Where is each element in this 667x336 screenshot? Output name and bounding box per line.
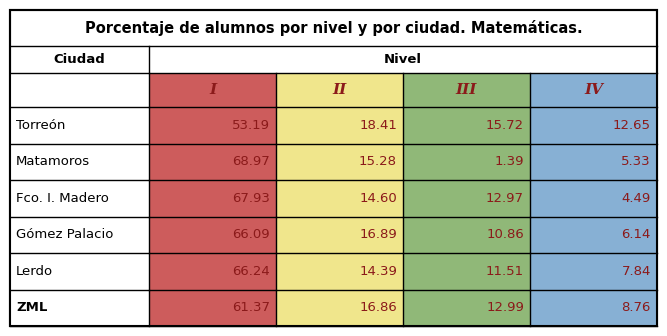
Text: 4.49: 4.49 bbox=[622, 192, 651, 205]
Bar bbox=[530, 143, 657, 180]
Bar bbox=[149, 143, 276, 180]
Bar bbox=[403, 180, 530, 216]
Text: IV: IV bbox=[584, 83, 603, 97]
Bar bbox=[530, 216, 657, 253]
Text: 16.89: 16.89 bbox=[360, 228, 397, 241]
Text: 68.97: 68.97 bbox=[232, 155, 270, 168]
Text: 1.39: 1.39 bbox=[494, 155, 524, 168]
Text: 66.24: 66.24 bbox=[232, 265, 270, 278]
Bar bbox=[276, 253, 403, 290]
Bar bbox=[530, 180, 657, 216]
Text: 6.14: 6.14 bbox=[622, 228, 651, 241]
Text: 12.65: 12.65 bbox=[613, 119, 651, 132]
Bar bbox=[530, 73, 657, 107]
Bar bbox=[149, 253, 276, 290]
Text: 18.41: 18.41 bbox=[359, 119, 397, 132]
Bar bbox=[276, 180, 403, 216]
Bar bbox=[276, 143, 403, 180]
Text: Gómez Palacio: Gómez Palacio bbox=[16, 228, 113, 241]
Text: II: II bbox=[332, 83, 347, 97]
Text: Nivel: Nivel bbox=[384, 53, 422, 66]
Bar bbox=[276, 216, 403, 253]
Bar bbox=[403, 73, 530, 107]
Text: 14.60: 14.60 bbox=[360, 192, 397, 205]
Text: 15.28: 15.28 bbox=[359, 155, 397, 168]
Text: 14.39: 14.39 bbox=[359, 265, 397, 278]
Bar bbox=[530, 253, 657, 290]
Text: 11.51: 11.51 bbox=[486, 265, 524, 278]
Text: 15.72: 15.72 bbox=[486, 119, 524, 132]
Text: 67.93: 67.93 bbox=[232, 192, 270, 205]
Text: 66.09: 66.09 bbox=[232, 228, 270, 241]
Text: Ciudad: Ciudad bbox=[53, 53, 105, 66]
Bar bbox=[530, 290, 657, 326]
Text: 8.76: 8.76 bbox=[622, 301, 651, 314]
Text: Lerdo: Lerdo bbox=[16, 265, 53, 278]
Bar bbox=[10, 290, 149, 326]
Text: Porcentaje de alumnos por nivel y por ciudad. Matemáticas.: Porcentaje de alumnos por nivel y por ci… bbox=[85, 20, 582, 36]
Bar bbox=[10, 73, 149, 107]
Text: 16.86: 16.86 bbox=[360, 301, 397, 314]
Bar bbox=[403, 216, 530, 253]
Bar bbox=[403, 290, 530, 326]
Bar bbox=[403, 107, 530, 143]
Text: Matamoros: Matamoros bbox=[16, 155, 90, 168]
Bar bbox=[10, 216, 149, 253]
Bar bbox=[276, 107, 403, 143]
Text: I: I bbox=[209, 83, 216, 97]
Bar bbox=[276, 73, 403, 107]
Text: 10.86: 10.86 bbox=[486, 228, 524, 241]
Bar bbox=[276, 290, 403, 326]
Bar bbox=[530, 107, 657, 143]
Text: 61.37: 61.37 bbox=[232, 301, 270, 314]
Text: 12.99: 12.99 bbox=[486, 301, 524, 314]
Text: ZML: ZML bbox=[16, 301, 47, 314]
Text: 7.84: 7.84 bbox=[622, 265, 651, 278]
Bar bbox=[403, 143, 530, 180]
Text: 5.33: 5.33 bbox=[622, 155, 651, 168]
Bar bbox=[149, 107, 276, 143]
Bar bbox=[403, 253, 530, 290]
Bar bbox=[10, 253, 149, 290]
Text: 53.19: 53.19 bbox=[232, 119, 270, 132]
Bar bbox=[10, 107, 149, 143]
Bar bbox=[10, 143, 149, 180]
Bar bbox=[149, 73, 276, 107]
Bar bbox=[149, 290, 276, 326]
Bar bbox=[10, 180, 149, 216]
Bar bbox=[149, 216, 276, 253]
Text: 12.97: 12.97 bbox=[486, 192, 524, 205]
Text: III: III bbox=[456, 83, 477, 97]
Bar bbox=[149, 180, 276, 216]
Text: Torreón: Torreón bbox=[16, 119, 65, 132]
Text: Fco. I. Madero: Fco. I. Madero bbox=[16, 192, 109, 205]
